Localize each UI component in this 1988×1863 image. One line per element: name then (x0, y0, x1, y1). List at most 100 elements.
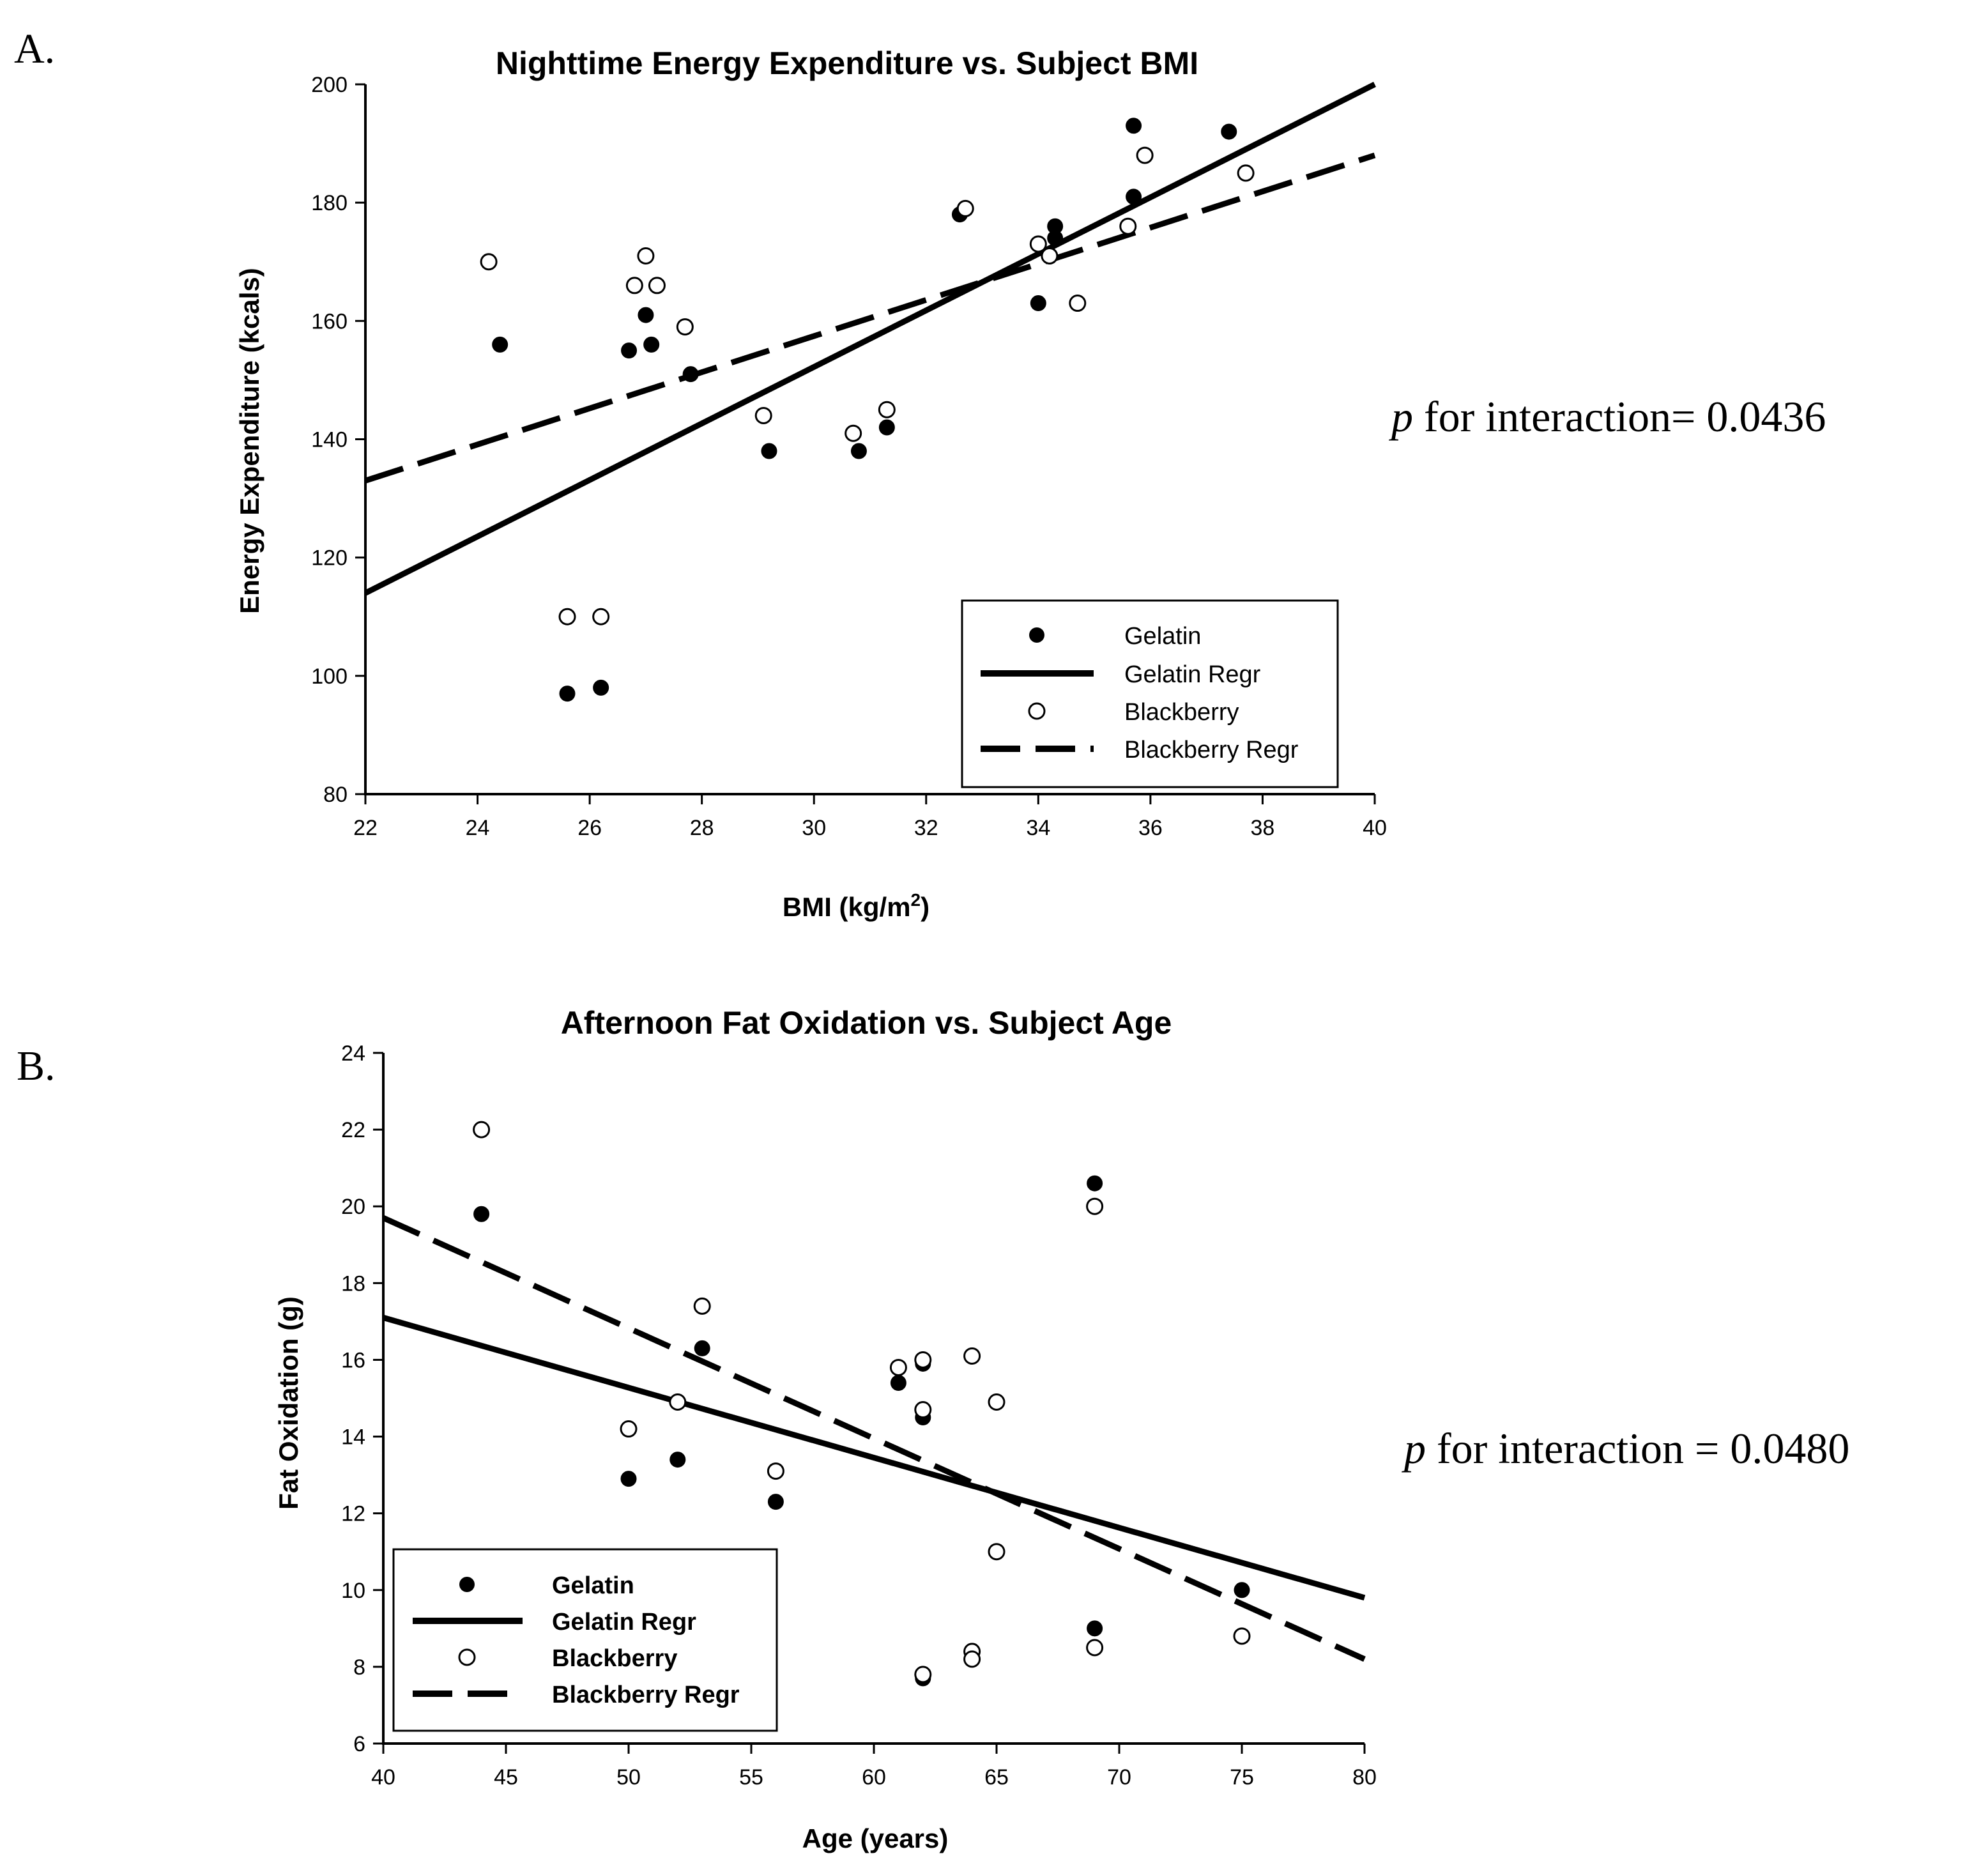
blackberry-point (878, 401, 896, 418)
y-tick-label: 140 (311, 428, 348, 452)
p-symbol: p (1402, 1424, 1426, 1473)
blackberry-point (1029, 235, 1047, 253)
blackberry-point (963, 1347, 981, 1365)
legend-blackberry-marker (1028, 702, 1046, 720)
blackberry-point (914, 1401, 932, 1419)
gelatin-point (1126, 188, 1142, 205)
blackberry-point (620, 1420, 638, 1438)
gelatin-regression-line (363, 81, 1377, 596)
blackberry-point (1233, 1627, 1251, 1645)
gelatin-point (761, 443, 777, 459)
gelatin-point (1221, 123, 1237, 140)
x-tick-label: 34 (1026, 816, 1050, 840)
gelatin-point (850, 443, 867, 459)
chart-b-points (473, 1121, 1251, 1687)
legend-blackberry-regr-label: Blackberry Regr (1124, 737, 1299, 763)
chart-b: Afternoon Fat Oxidation vs. Subject Age … (273, 1005, 1377, 1853)
gelatin-point (643, 336, 660, 353)
y-tick-label: 80 (323, 783, 348, 807)
y-tick-label: 14 (341, 1425, 365, 1450)
x-tick-label: 70 (1107, 1765, 1131, 1790)
legend-blackberry-label: Blackberry (552, 1645, 677, 1672)
chart-b-legend: Gelatin Gelatin Regr Blackberry Blackber… (392, 1548, 778, 1732)
gelatin-point (593, 679, 609, 696)
blackberry-point (1041, 247, 1059, 264)
legend-blackberry-marker (458, 1648, 476, 1666)
gelatin-point (767, 1494, 784, 1510)
blackberry-point (473, 1121, 491, 1138)
x-label-end: ) (921, 892, 929, 922)
x-tick-label: 40 (371, 1765, 395, 1790)
legend-gelatin-regr-label: Gelatin Regr (552, 1609, 696, 1636)
blackberry-regression-line (364, 152, 1376, 484)
chart-b-x-axis-label: Age (years) (802, 1823, 949, 1853)
blackberry-point (845, 424, 862, 442)
gelatin-point (473, 1206, 490, 1222)
gelatin-point (620, 1471, 637, 1487)
x-tick-label: 45 (494, 1765, 518, 1790)
gelatin-point (559, 686, 576, 702)
blackberry-point (1237, 164, 1255, 182)
legend-blackberry-regr-label: Blackberry Regr (552, 1682, 740, 1708)
blackberry-point (1086, 1639, 1104, 1657)
chart-b-y-ticks: 6 8 10 12 14 16 18 20 22 24 (341, 1041, 383, 1756)
x-tick-label: 60 (862, 1765, 886, 1790)
blackberry-point (956, 199, 974, 217)
y-tick-label: 6 (353, 1732, 365, 1756)
y-tick-label: 160 (311, 309, 348, 334)
gelatin-point (1234, 1582, 1250, 1598)
blackberry-point (693, 1297, 711, 1315)
blackberry-point (480, 253, 498, 271)
blackberry-point (1086, 1197, 1104, 1215)
chart-a-y-axis-label: Energy Expenditure (kcals) (234, 268, 264, 614)
legend-box (961, 599, 1339, 788)
chart-a-legend: Gelatin Gelatin Regr Blackberry Blackber… (961, 599, 1339, 788)
x-tick-label: 26 (577, 816, 602, 840)
blackberry-point (754, 406, 772, 424)
chart-a-y-ticks: 80 100 120 140 160 180 200 (311, 73, 365, 807)
gelatin-point (621, 342, 638, 359)
blackberry-regression-line (382, 1215, 1366, 1662)
chart-b-regression-lines (382, 1215, 1366, 1662)
x-tick-label: 65 (984, 1765, 1009, 1790)
y-tick-label: 24 (341, 1041, 365, 1066)
blackberry-point (988, 1393, 1005, 1411)
blackberry-point (592, 608, 610, 625)
x-tick-label: 38 (1251, 816, 1275, 840)
chart-a-x-ticks: 22 24 26 28 30 32 34 36 38 40 (353, 794, 1387, 840)
chart-a-points (480, 118, 1255, 702)
gelatin-point (492, 336, 508, 353)
panel-b-letter: B. (17, 1043, 56, 1089)
chart-b-axes (382, 1053, 1365, 1745)
blackberry-point (963, 1650, 981, 1668)
x-tick-label: 30 (802, 816, 826, 840)
gelatin-point (669, 1452, 686, 1468)
blackberry-point (988, 1543, 1005, 1561)
blackberry-point (1136, 146, 1154, 164)
y-tick-label: 16 (341, 1348, 365, 1372)
blackberry-point (637, 247, 655, 264)
y-tick-label: 200 (311, 73, 348, 97)
y-tick-label: 20 (341, 1195, 365, 1219)
y-tick-label: 100 (311, 664, 348, 689)
gelatin-point (1126, 118, 1142, 134)
p-value-text: for interaction = 0.0480 (1426, 1424, 1849, 1473)
chart-a-axes (364, 84, 1375, 795)
blackberry-point (914, 1351, 932, 1368)
gelatin-point (694, 1340, 710, 1356)
blackberry-point (914, 1666, 932, 1683)
y-tick-label: 12 (341, 1502, 365, 1526)
gelatin-point (1087, 1620, 1103, 1637)
y-tick-label: 8 (353, 1655, 365, 1680)
gelatin-point (682, 366, 699, 383)
gelatin-point (638, 307, 654, 323)
chart-a-title: Nighttime Energy Expenditure vs. Subject… (496, 45, 1198, 81)
y-tick-label: 18 (341, 1271, 365, 1296)
gelatin-point (890, 1374, 906, 1391)
blackberry-point (625, 277, 643, 295)
y-tick-label: 22 (341, 1118, 365, 1142)
y-tick-label: 180 (311, 191, 348, 215)
x-tick-label: 22 (353, 816, 378, 840)
legend-gelatin-label: Gelatin (552, 1572, 634, 1599)
